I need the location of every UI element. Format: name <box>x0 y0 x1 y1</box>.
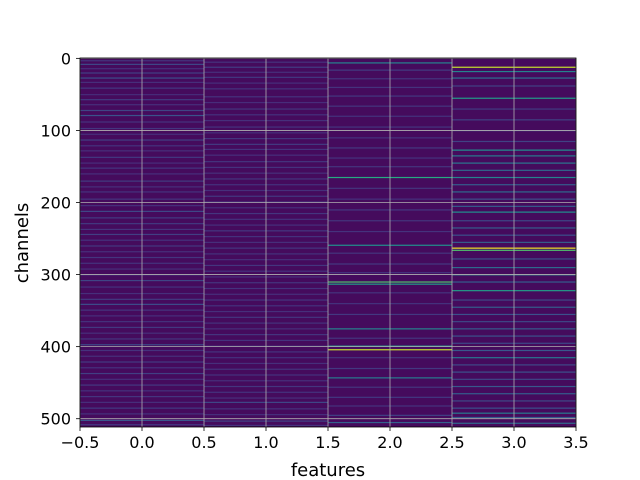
x-tick-label: 0.5 <box>191 433 216 452</box>
x-tick-label: 3.5 <box>563 433 588 452</box>
x-tick-label: 1.5 <box>315 433 340 452</box>
x-tick-label: 0.0 <box>129 433 154 452</box>
y-tick-label: 500 <box>40 410 71 429</box>
y-axis: 0 100 200 300 400 500 <box>40 49 80 429</box>
x-axis: −0.5 0.0 0.5 1.0 1.5 2.0 2.5 3.0 3.5 <box>61 427 589 452</box>
y-tick-label: 400 <box>40 338 71 357</box>
y-tick-label: 0 <box>61 49 71 68</box>
y-tick-label: 200 <box>40 194 71 213</box>
x-tick-label: 2.0 <box>377 433 402 452</box>
y-axis-label: channels <box>12 203 33 284</box>
y-tick-label: 100 <box>40 121 71 140</box>
x-tick-label: 3.0 <box>501 433 526 452</box>
y-tick-label: 300 <box>40 266 71 285</box>
x-tick-label: −0.5 <box>61 433 100 452</box>
x-tick-label: 1.0 <box>253 433 278 452</box>
x-tick-label: 2.5 <box>439 433 464 452</box>
x-axis-label: features <box>291 460 365 480</box>
